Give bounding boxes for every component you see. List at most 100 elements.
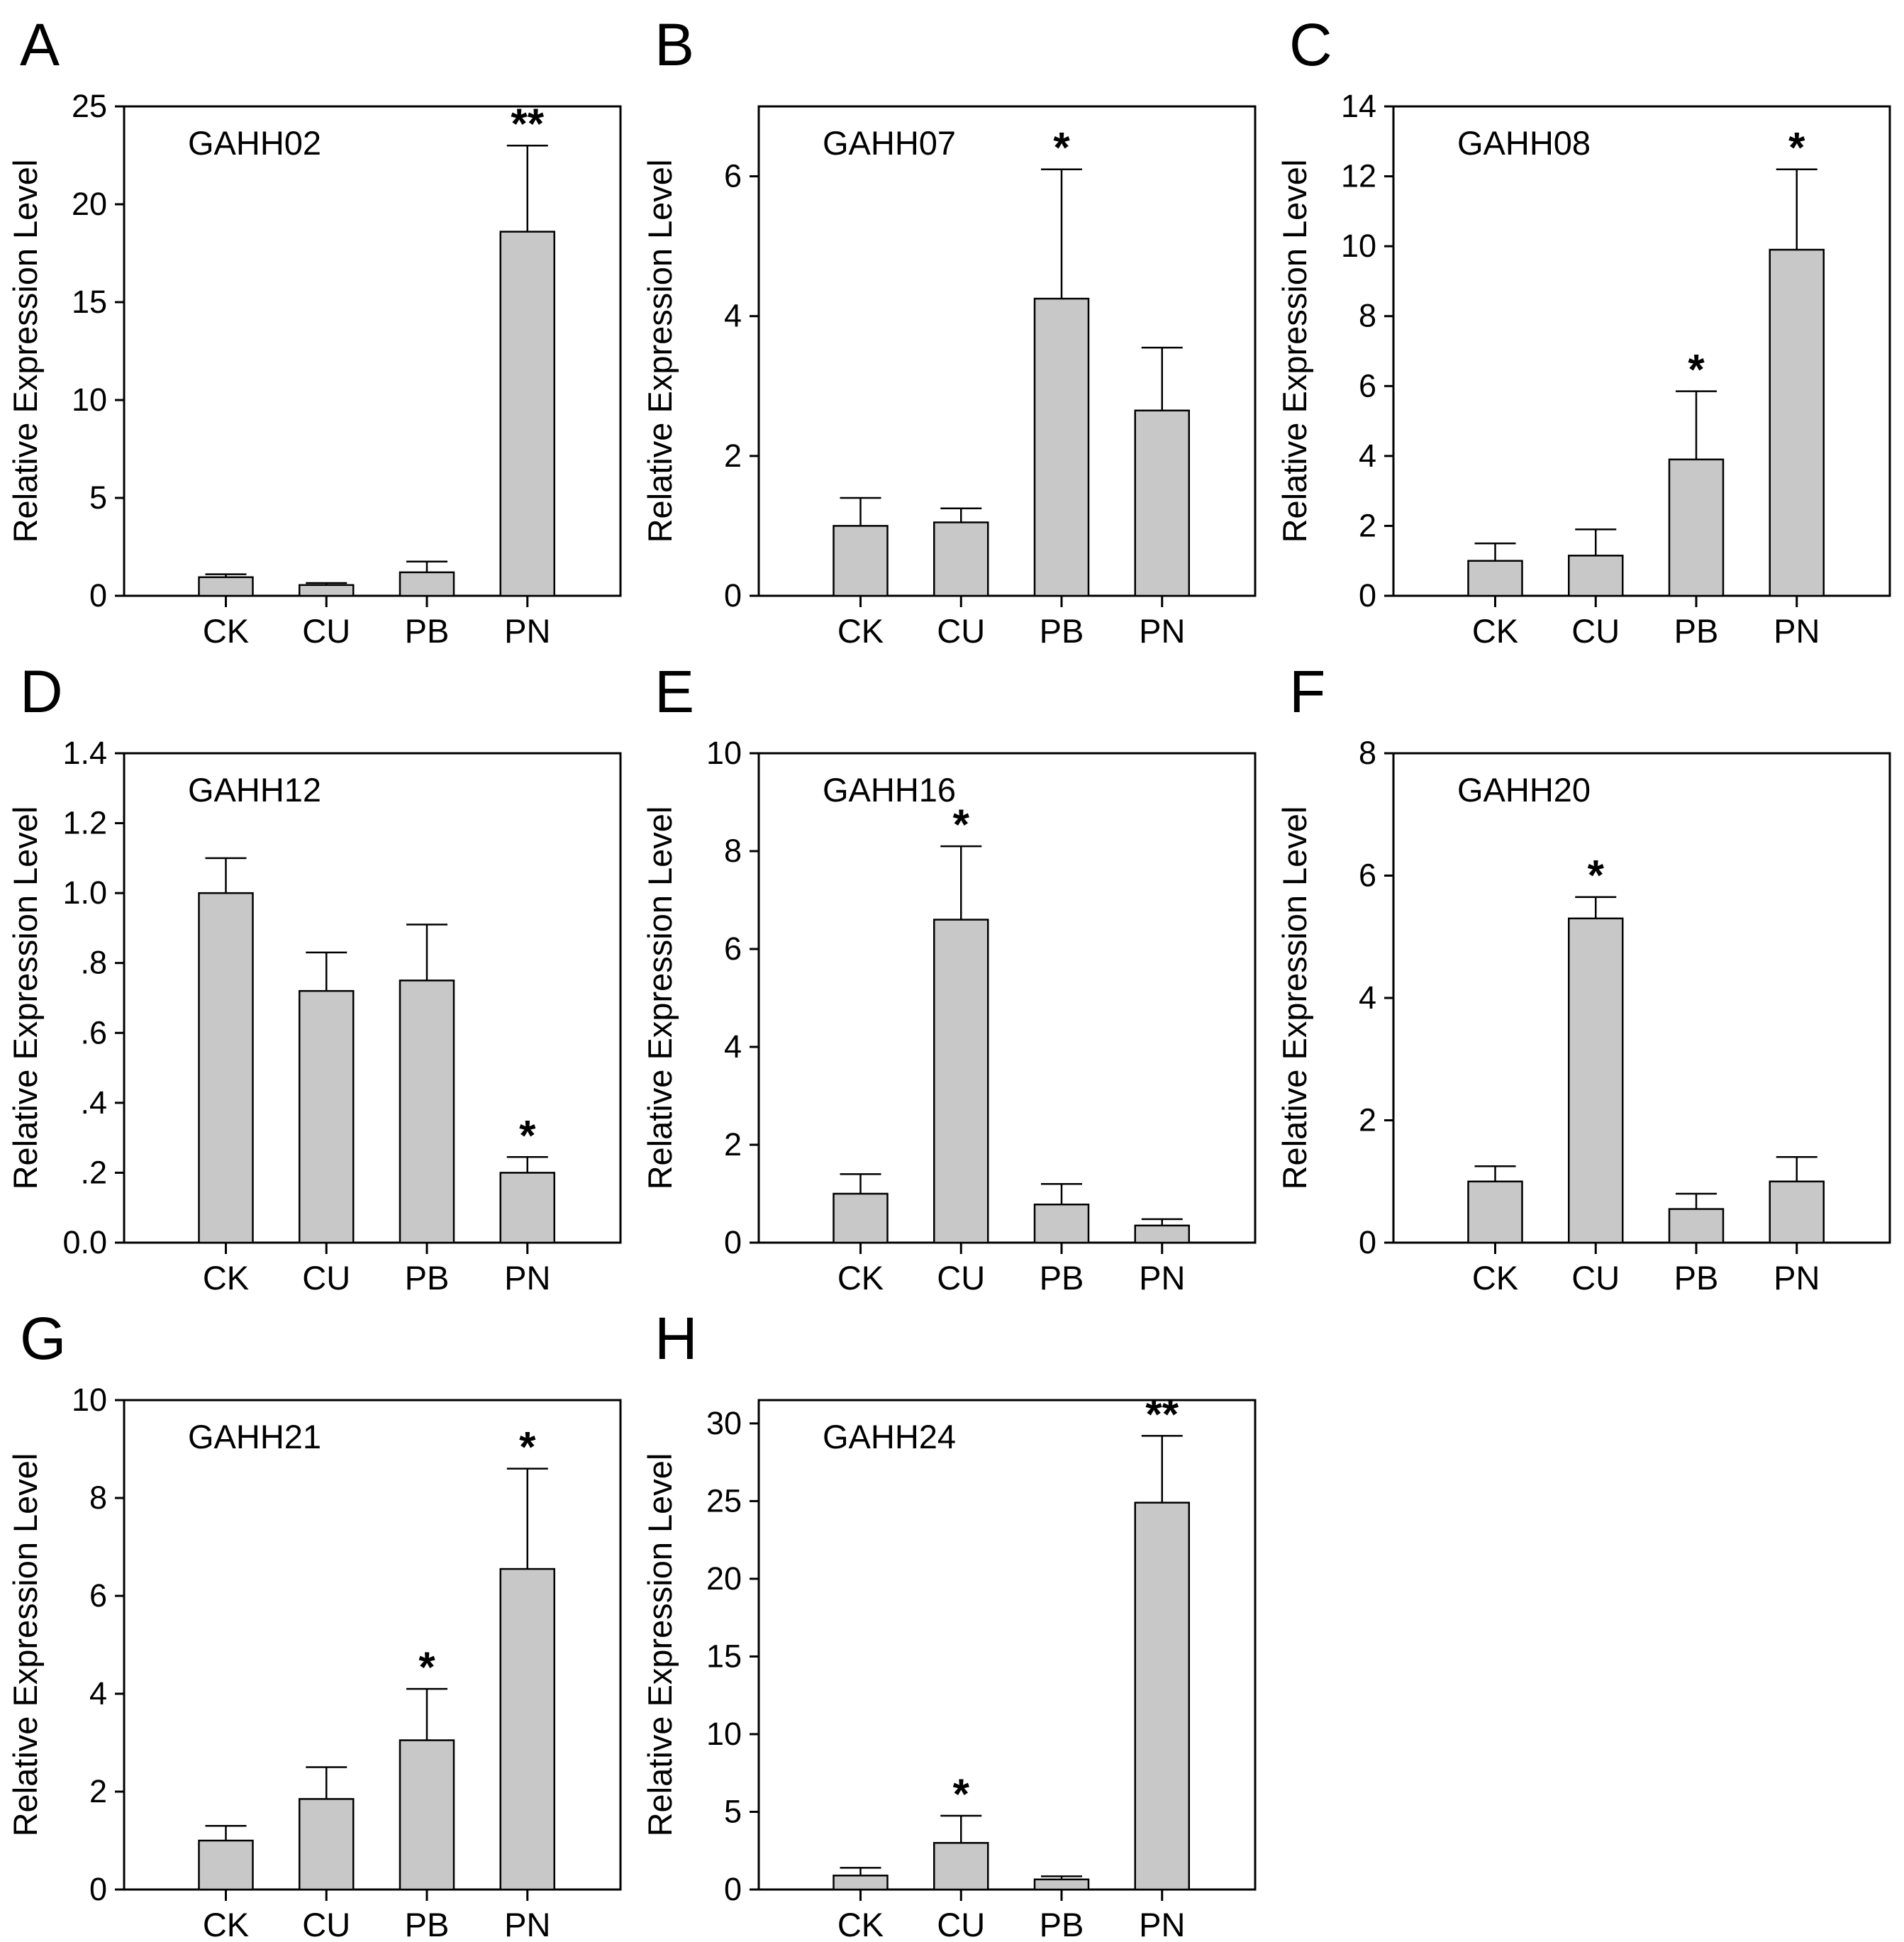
panel-B: B Relative Expression Level GAHH07 0 2 4 6 CK CU…: [635, 0, 1269, 647]
bar-PB: [399, 980, 455, 1244]
y-tick-label: 0: [724, 1871, 742, 1907]
panel-letter: D: [20, 658, 63, 725]
panel-letter: A: [20, 11, 60, 78]
y-axis-title: Relative Expression Level: [6, 806, 44, 1190]
chart-title: GAHH12: [188, 771, 321, 809]
x-tick-label: CK: [837, 1259, 884, 1294]
x-tick-label: CK: [837, 612, 884, 647]
panel-D: D Relative Expression Level GAHH12 0.0 .2 .4.…: [0, 647, 635, 1294]
bar-CU: [1568, 917, 1624, 1244]
plot-frame: [757, 105, 1257, 597]
panel-H: H Relative Expression Level GAHH24 0 5 10 15 20…: [635, 1294, 1269, 1941]
plot-frame: [123, 105, 622, 597]
y-tick-label: .2: [80, 1154, 107, 1190]
y-tick-label: 2: [89, 1773, 107, 1809]
y-tick-label: 25: [72, 88, 107, 124]
chart-canvas: H Relative Expression Level GAHH24 0 5 10 15 20…: [641, 1305, 1257, 1941]
y-tick-label: 6: [724, 931, 742, 967]
panel-G: G Relative Expression Level GAHH21 0 2 4 6 8 10 C…: [0, 1294, 635, 1941]
x-tick-label: CU: [302, 1906, 350, 1941]
chart-title: GAHH16: [823, 771, 956, 809]
y-tick-label: 25: [706, 1482, 742, 1519]
bar-PN: [499, 1568, 555, 1891]
significance-star: *: [519, 1424, 536, 1471]
y-tick-label: 6: [1359, 858, 1376, 894]
y-tick-label: 10: [1341, 228, 1376, 264]
bar-PN: [1134, 1224, 1190, 1244]
panel-letter: H: [655, 1305, 698, 1372]
y-tick-label: 0: [89, 577, 107, 614]
y-tick-label: 8: [724, 833, 742, 869]
y-tick-label: 20: [72, 186, 107, 222]
x-tick-label: PN: [1139, 1906, 1185, 1941]
y-axis-title: Relative Expression Level: [1276, 160, 1313, 543]
x-tick-label: CU: [1571, 1259, 1620, 1294]
y-tick-label: 30: [706, 1405, 742, 1441]
x-tick-label: PB: [1040, 1259, 1084, 1294]
bar-PB: [1033, 297, 1090, 597]
plot-frame: [123, 752, 622, 1244]
chart-title: GAHH20: [1457, 771, 1591, 809]
y-tick-label: 0.0: [62, 1224, 107, 1260]
y-axis-title: Relative Expression Level: [6, 160, 44, 543]
x-tick-label: PB: [1674, 612, 1719, 647]
y-tick-label: 12: [1341, 158, 1376, 194]
x-tick-label: CK: [203, 612, 249, 647]
significance-star: *: [1053, 124, 1070, 172]
chart-title: GAHH24: [823, 1418, 956, 1455]
bar-CK: [198, 1839, 254, 1891]
y-tick-label: 15: [72, 284, 107, 320]
significance-star: *: [1788, 124, 1805, 172]
panel-letter: E: [655, 658, 694, 725]
bar-PN: [1769, 248, 1825, 597]
y-tick-label: .6: [80, 1014, 107, 1050]
x-tick-label: PB: [405, 1906, 450, 1941]
y-axis-title: Relative Expression Level: [641, 160, 679, 543]
y-tick-label: 2: [724, 1126, 742, 1163]
y-tick-label: 0: [724, 1224, 742, 1260]
x-tick-label: CK: [1472, 612, 1518, 647]
x-tick-label: PN: [1774, 612, 1820, 647]
bar-CK: [198, 892, 254, 1244]
x-tick-label: PN: [1139, 1259, 1185, 1294]
bar-PN: [499, 231, 555, 597]
y-tick-label: 4: [724, 1028, 742, 1065]
plot-frame: [757, 752, 1257, 1244]
y-tick-label: 1.2: [62, 805, 107, 841]
y-tick-label: 10: [706, 735, 742, 771]
chart-canvas: G Relative Expression Level GAHH21 0 2 4 6 8 10 C…: [6, 1305, 622, 1941]
bar-CU: [299, 1798, 355, 1891]
y-tick-label: 0: [89, 1871, 107, 1907]
x-tick-label: CU: [1571, 612, 1620, 647]
x-tick-label: CK: [203, 1259, 249, 1294]
x-tick-label: PB: [1040, 612, 1084, 647]
y-tick-label: 2: [1359, 1102, 1376, 1138]
panel-letter: C: [1289, 11, 1332, 78]
bar-PN: [499, 1172, 555, 1244]
bar-PN: [1134, 1502, 1190, 1891]
bar-PN: [1769, 1180, 1825, 1244]
significance-star: *: [418, 1643, 435, 1691]
plot-frame: [1392, 752, 1891, 1244]
significance-star: *: [519, 1111, 536, 1159]
y-tick-label: 10: [72, 1382, 107, 1418]
x-tick-label: CK: [1472, 1259, 1518, 1294]
significance-star: *: [1688, 346, 1705, 394]
x-tick-label: CK: [203, 1906, 249, 1941]
y-axis-title: Relative Expression Level: [641, 1453, 679, 1837]
y-tick-label: 4: [1359, 980, 1376, 1016]
y-tick-label: 10: [72, 382, 107, 418]
significance-star: **: [511, 100, 544, 148]
x-tick-label: PB: [405, 1259, 450, 1294]
chart-title: GAHH07: [823, 124, 956, 162]
bar-PB: [399, 571, 455, 597]
x-tick-label: CU: [302, 612, 350, 647]
y-tick-label: 15: [706, 1638, 742, 1674]
chart-title: GAHH21: [188, 1418, 321, 1455]
x-tick-label: CK: [837, 1906, 884, 1941]
bar-PN: [1134, 409, 1190, 597]
chart-canvas: E Relative Expression Level GAHH16 0 2 4 6 8 10 C…: [641, 658, 1257, 1294]
y-tick-label: 5: [89, 479, 107, 516]
y-tick-label: .4: [80, 1084, 107, 1121]
